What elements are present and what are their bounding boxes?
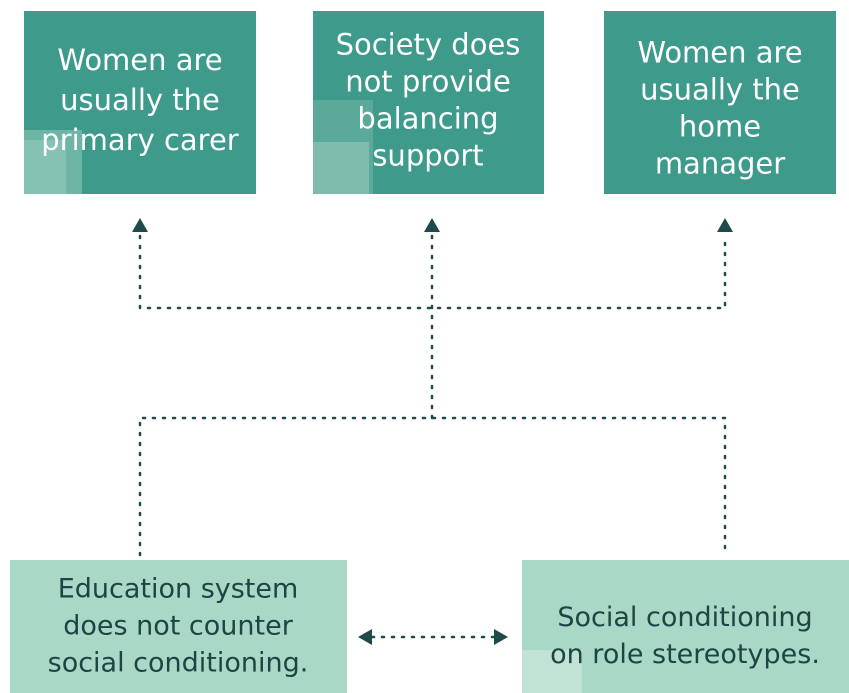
decor	[24, 140, 66, 194]
node-label: Social conditioning	[557, 602, 812, 633]
connector	[138, 234, 727, 557]
node-label: home	[679, 110, 761, 144]
node-label: Society does	[336, 28, 521, 62]
arrow	[717, 218, 733, 232]
arrow	[358, 629, 372, 645]
arrow	[132, 218, 148, 232]
node-label: Women are	[57, 43, 222, 77]
decor	[313, 142, 369, 194]
arrow	[494, 629, 508, 645]
node-label: Education system	[58, 574, 299, 605]
node-label: primary carer	[41, 123, 239, 157]
node-label: does not counter	[63, 611, 294, 642]
box	[604, 11, 836, 194]
node-label: usually the	[60, 83, 220, 117]
box	[10, 560, 347, 693]
bottom-labels: Education system does not counter social c…	[48, 574, 820, 679]
node-label: manager	[655, 147, 785, 181]
node-label: support	[372, 139, 483, 173]
node-label: on role stereotypes.	[550, 639, 820, 670]
node-label: social conditioning.	[48, 648, 309, 679]
node-label: balancing	[357, 102, 498, 136]
decor	[522, 650, 582, 693]
node-label: Women are	[637, 36, 802, 70]
arrow	[424, 218, 440, 232]
node-label: usually the	[640, 73, 800, 107]
node-label: not provide	[345, 65, 511, 99]
